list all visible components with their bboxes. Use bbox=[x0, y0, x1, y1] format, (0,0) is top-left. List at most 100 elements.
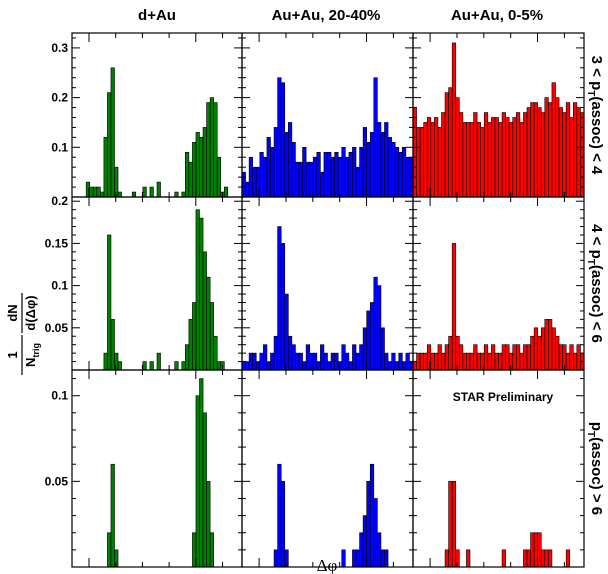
row-label-text: (assoc) < 6 bbox=[588, 265, 605, 343]
bar bbox=[426, 117, 432, 198]
bar bbox=[216, 156, 222, 198]
bar bbox=[508, 122, 514, 198]
bar bbox=[526, 549, 531, 568]
bar bbox=[455, 335, 460, 371]
y-label-trig: trig bbox=[31, 343, 41, 358]
bar bbox=[551, 327, 556, 371]
bar bbox=[288, 335, 293, 371]
y-label-dphi: d(Δφ) bbox=[23, 295, 38, 330]
bar bbox=[565, 549, 571, 568]
bar bbox=[352, 344, 357, 371]
bar bbox=[384, 122, 389, 198]
bar bbox=[110, 463, 115, 568]
bar bbox=[444, 344, 449, 371]
bar bbox=[491, 344, 496, 371]
bar bbox=[273, 127, 278, 198]
bar bbox=[216, 361, 222, 371]
bar bbox=[345, 156, 350, 198]
bar bbox=[320, 344, 325, 371]
bar bbox=[327, 151, 332, 198]
bar bbox=[444, 92, 449, 198]
bar bbox=[195, 209, 200, 371]
bar bbox=[448, 335, 453, 371]
bar bbox=[487, 122, 492, 198]
bar bbox=[355, 166, 360, 198]
row-labels: 3 < pT(assoc) < 44 < pT(assoc) < 6pT(ass… bbox=[585, 56, 605, 515]
bar bbox=[107, 234, 112, 371]
panel-r2-auau-2040 bbox=[241, 196, 414, 371]
bar bbox=[548, 549, 553, 568]
panel-frame bbox=[241, 369, 414, 568]
column-title-auau-2040: Au+Au, 20-40% bbox=[272, 7, 381, 24]
bar bbox=[277, 77, 282, 198]
y-label-n: N bbox=[23, 358, 38, 367]
bar bbox=[540, 327, 546, 371]
bar bbox=[576, 344, 581, 371]
bar bbox=[466, 549, 471, 568]
bar bbox=[320, 171, 325, 198]
bar bbox=[501, 112, 506, 198]
panel-frame bbox=[412, 369, 585, 568]
star-preliminary-annotation: STAR Preliminary bbox=[453, 390, 554, 404]
bar bbox=[455, 549, 460, 568]
bar bbox=[544, 319, 549, 371]
bar bbox=[209, 97, 214, 198]
bar bbox=[327, 361, 332, 371]
bar bbox=[280, 82, 286, 198]
bar bbox=[387, 137, 392, 198]
bar bbox=[373, 77, 378, 198]
bar bbox=[476, 122, 481, 198]
bar bbox=[519, 352, 524, 371]
bar bbox=[302, 361, 307, 371]
bar bbox=[377, 122, 382, 198]
bar bbox=[448, 481, 453, 568]
bar bbox=[565, 352, 571, 371]
bar bbox=[405, 352, 410, 371]
bar bbox=[199, 217, 204, 371]
bar bbox=[466, 122, 471, 198]
bar bbox=[92, 186, 98, 198]
bar bbox=[316, 151, 321, 198]
row-label-2: 4 < pT(assoc) < 6 bbox=[585, 224, 605, 343]
y-tick-label: 0.05 bbox=[45, 321, 69, 335]
bar bbox=[451, 243, 457, 371]
bar bbox=[352, 549, 357, 568]
bar bbox=[469, 352, 474, 371]
bar bbox=[437, 127, 442, 198]
bar bbox=[565, 102, 571, 198]
bar bbox=[131, 191, 137, 198]
bar bbox=[537, 335, 542, 371]
bar bbox=[494, 352, 499, 371]
bar bbox=[273, 335, 278, 371]
bar bbox=[530, 335, 535, 371]
bar bbox=[114, 549, 119, 568]
y-label-ntrig: Ntrig bbox=[23, 343, 41, 367]
bar bbox=[434, 352, 439, 371]
bar bbox=[188, 319, 193, 371]
bar bbox=[323, 151, 328, 198]
bar bbox=[473, 112, 478, 198]
bar bbox=[384, 549, 389, 568]
bar bbox=[337, 156, 343, 198]
bar bbox=[185, 151, 190, 198]
bar bbox=[355, 352, 360, 371]
bar bbox=[366, 310, 371, 371]
bar bbox=[573, 352, 578, 371]
bar bbox=[523, 549, 528, 568]
bar bbox=[558, 107, 563, 198]
bar bbox=[309, 161, 314, 198]
bar bbox=[377, 285, 382, 371]
bar bbox=[544, 97, 549, 198]
y-tick-label: 0.1 bbox=[51, 279, 68, 293]
bar bbox=[334, 151, 339, 198]
bar bbox=[202, 412, 207, 568]
row-label-text: (assoc) > 6 bbox=[588, 437, 605, 515]
bar bbox=[341, 147, 346, 198]
bar bbox=[380, 327, 385, 371]
bar bbox=[391, 142, 396, 198]
bar bbox=[107, 532, 112, 568]
bar bbox=[185, 344, 190, 371]
bar bbox=[284, 132, 289, 198]
